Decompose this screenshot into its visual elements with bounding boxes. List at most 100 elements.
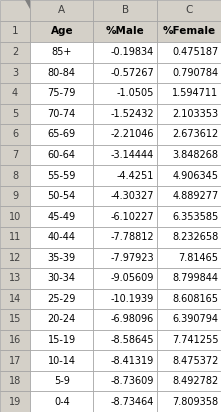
- Text: 4.906345: 4.906345: [172, 171, 218, 180]
- Bar: [30, 248, 93, 268]
- Bar: [157, 145, 221, 165]
- Bar: [157, 309, 221, 330]
- Text: 11: 11: [9, 232, 21, 242]
- Bar: [0, 145, 30, 165]
- Bar: [0, 21, 30, 42]
- Bar: [157, 42, 221, 63]
- Text: -1.52432: -1.52432: [111, 109, 154, 119]
- Bar: [0, 104, 30, 124]
- Text: 70-74: 70-74: [48, 109, 76, 119]
- Bar: [157, 248, 221, 268]
- Text: Age: Age: [50, 26, 73, 37]
- Bar: [157, 0, 221, 21]
- Bar: [157, 350, 221, 371]
- Bar: [30, 268, 93, 289]
- Text: 5-9: 5-9: [54, 376, 70, 386]
- Bar: [0, 309, 30, 330]
- Text: 19: 19: [9, 397, 21, 407]
- Text: 3.848268: 3.848268: [172, 150, 218, 160]
- Bar: [0, 206, 30, 227]
- Bar: [157, 227, 221, 248]
- Text: -2.21046: -2.21046: [111, 129, 154, 140]
- Bar: [157, 186, 221, 206]
- Text: -0.19834: -0.19834: [111, 47, 154, 57]
- Bar: [0, 0, 30, 21]
- Bar: [93, 104, 157, 124]
- Bar: [93, 21, 157, 42]
- Text: 8: 8: [12, 171, 18, 180]
- Text: 8.232658: 8.232658: [172, 232, 218, 242]
- Text: %Male: %Male: [106, 26, 145, 37]
- Text: 50-54: 50-54: [48, 191, 76, 201]
- Bar: [30, 350, 93, 371]
- Bar: [157, 83, 221, 104]
- Polygon shape: [25, 0, 30, 9]
- Text: 35-39: 35-39: [48, 253, 76, 263]
- Bar: [93, 186, 157, 206]
- Bar: [157, 104, 221, 124]
- Text: -8.73609: -8.73609: [111, 376, 154, 386]
- Bar: [157, 371, 221, 391]
- Bar: [0, 227, 30, 248]
- Bar: [0, 289, 30, 309]
- Text: 0.790784: 0.790784: [172, 68, 218, 78]
- Bar: [30, 0, 93, 21]
- Text: 0-4: 0-4: [54, 397, 70, 407]
- Bar: [93, 124, 157, 145]
- Text: 12: 12: [9, 253, 21, 263]
- Bar: [0, 63, 30, 83]
- Text: 6.353585: 6.353585: [172, 212, 218, 222]
- Bar: [30, 391, 93, 412]
- Bar: [0, 186, 30, 206]
- Bar: [30, 63, 93, 83]
- Bar: [157, 21, 221, 42]
- Text: 16: 16: [9, 335, 21, 345]
- Bar: [93, 289, 157, 309]
- Bar: [30, 104, 93, 124]
- Text: 15: 15: [9, 314, 21, 325]
- Text: 30-34: 30-34: [48, 274, 76, 283]
- Text: 7.741255: 7.741255: [172, 335, 218, 345]
- Text: -7.78812: -7.78812: [111, 232, 154, 242]
- Bar: [0, 83, 30, 104]
- Bar: [93, 391, 157, 412]
- Text: C: C: [185, 5, 193, 16]
- Text: 7.809358: 7.809358: [172, 397, 218, 407]
- Text: 45-49: 45-49: [48, 212, 76, 222]
- Bar: [93, 145, 157, 165]
- Text: 17: 17: [9, 356, 21, 365]
- Text: 1.594711: 1.594711: [172, 89, 218, 98]
- Text: -3.14444: -3.14444: [111, 150, 154, 160]
- Bar: [157, 63, 221, 83]
- Text: 18: 18: [9, 376, 21, 386]
- Text: -6.10227: -6.10227: [111, 212, 154, 222]
- Text: 8.475372: 8.475372: [172, 356, 218, 365]
- Bar: [30, 371, 93, 391]
- Text: 7: 7: [12, 150, 18, 160]
- Text: -4.4251: -4.4251: [117, 171, 154, 180]
- Text: 2: 2: [12, 47, 18, 57]
- Bar: [157, 391, 221, 412]
- Bar: [0, 248, 30, 268]
- Bar: [30, 309, 93, 330]
- Bar: [157, 124, 221, 145]
- Bar: [0, 42, 30, 63]
- Text: 7.81465: 7.81465: [178, 253, 218, 263]
- Bar: [30, 21, 93, 42]
- Bar: [93, 42, 157, 63]
- Text: 85+: 85+: [51, 47, 72, 57]
- Bar: [93, 309, 157, 330]
- Bar: [30, 289, 93, 309]
- Bar: [30, 186, 93, 206]
- Text: -7.97923: -7.97923: [111, 253, 154, 263]
- Text: 3: 3: [12, 68, 18, 78]
- Bar: [93, 165, 157, 186]
- Bar: [93, 227, 157, 248]
- Text: 10-14: 10-14: [48, 356, 76, 365]
- Bar: [157, 165, 221, 186]
- Bar: [157, 268, 221, 289]
- Text: 4: 4: [12, 89, 18, 98]
- Bar: [0, 165, 30, 186]
- Bar: [30, 145, 93, 165]
- Bar: [0, 268, 30, 289]
